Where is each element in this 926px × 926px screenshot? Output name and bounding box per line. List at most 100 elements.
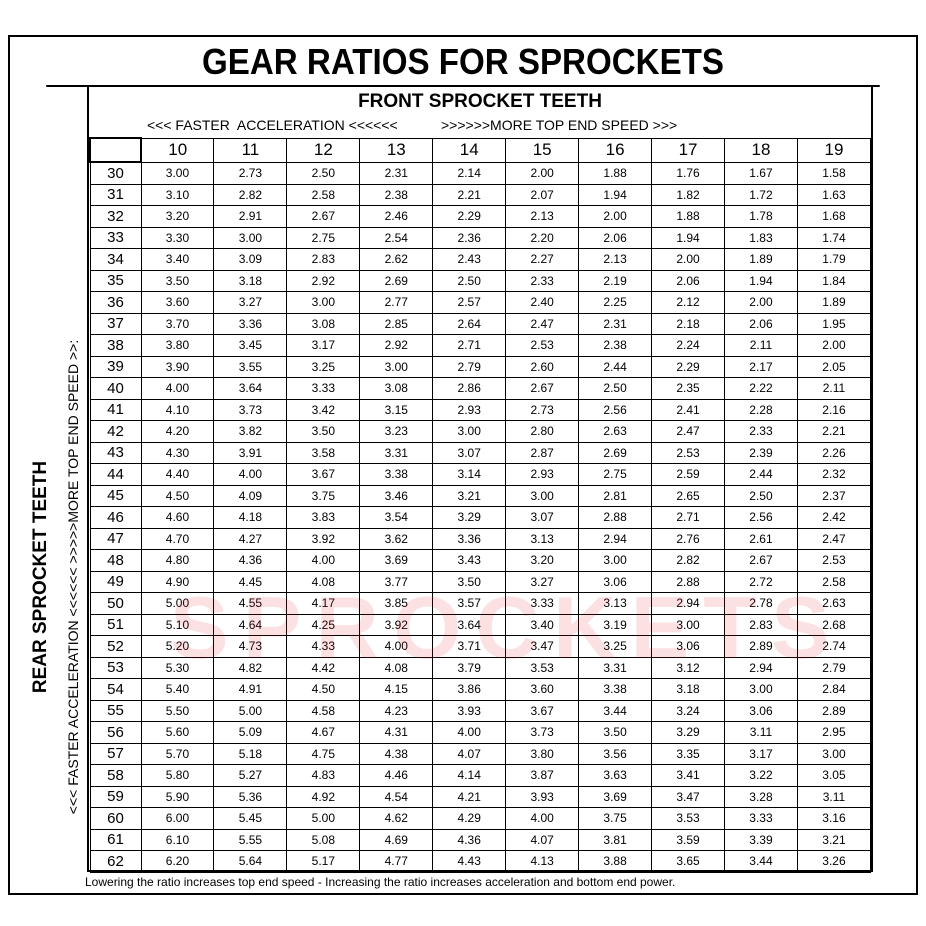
ratio-cell: 2.05 [796,355,872,378]
ratio-cell: 2.85 [359,312,434,335]
ratio-cell: 3.12 [651,656,725,679]
ratio-cell: 6.20 [140,850,215,873]
ratio-cell: 1.83 [724,226,798,249]
ratio-cell: 3.31 [359,441,434,464]
ratio-cell: 2.79 [432,355,507,378]
ratio-cell: 2.16 [796,398,872,421]
ratio-cell: 5.50 [140,699,215,722]
ratio-cell: 3.64 [213,377,288,400]
ratio-cell: 3.44 [724,850,798,873]
table-row: 51 5.10 4.64 4.25 3.92 3.64 3.40 3.19 3.00 2.83 2.… [89,613,872,636]
row-label: 61 [89,828,142,851]
ratio-cell: 3.75 [578,807,653,830]
ratio-cell: 4.33 [286,635,361,658]
ratio-cell: 2.56 [578,398,653,421]
row-label: 31 [89,183,142,206]
ratio-cell: 4.36 [432,828,507,851]
ratio-cell: 2.71 [651,506,725,529]
ratio-cell: 4.92 [286,785,361,808]
ratio-cell: 4.38 [359,742,434,765]
ratio-cell: 4.08 [286,570,361,593]
ratio-cell: 3.00 [505,484,580,507]
ratio-cell: 1.94 [578,183,653,206]
ratio-cell: 4.80 [140,549,215,572]
ratio-cell: 2.44 [578,355,653,378]
ratio-cell: 4.00 [213,463,288,486]
ratio-cell: 3.87 [505,764,580,787]
ratio-cell: 3.33 [286,377,361,400]
ratio-cell: 4.73 [213,635,288,658]
ratio-cell: 2.95 [796,721,872,744]
row-label: 37 [89,312,142,335]
ratio-cell: 2.67 [286,205,361,228]
ratio-cell: 4.45 [213,570,288,593]
ratio-cell: 2.50 [432,269,507,292]
ratio-cell: 3.23 [359,420,434,443]
ratio-cell: 4.29 [432,807,507,830]
ratio-cell: 3.29 [432,506,507,529]
ratio-cell: 2.67 [505,377,580,400]
ratio-cell: 4.55 [213,592,288,615]
row-label: 50 [89,592,142,615]
ratio-cell: 3.20 [140,205,215,228]
ratio-cell: 5.40 [140,678,215,701]
table-row: 56 5.60 5.09 4.67 4.31 4.00 3.73 3.50 3.29 3.11 2.… [89,721,872,744]
ratio-cell: 2.28 [724,398,798,421]
ratio-cell: 3.22 [724,764,798,787]
table-row: 40 4.00 3.64 3.33 3.08 2.86 2.67 2.50 2.35 2.22 2.… [89,377,872,400]
corner-cell [89,137,142,163]
ratio-cell: 1.82 [651,183,725,206]
ratio-cell: 2.58 [796,570,872,593]
ratio-cell: 2.06 [724,312,798,335]
column-header: 18 [724,137,798,163]
ratio-cell: 2.47 [505,312,580,335]
ratio-cell: 2.77 [359,291,434,314]
ratio-cell: 3.07 [432,441,507,464]
ratio-cell: 3.62 [359,527,434,550]
table-row: 46 4.60 4.18 3.83 3.54 3.29 3.07 2.88 2.71 2.56 2.… [89,506,872,529]
ratio-cell: 3.88 [578,850,653,873]
ratio-cell: 2.65 [651,484,725,507]
ratio-cell: 2.88 [578,506,653,529]
ratio-cell: 3.50 [140,269,215,292]
table-row: 61 6.10 5.55 5.08 4.69 4.36 4.07 3.81 3.59 3.39 3.… [89,828,872,851]
ratio-cell: 3.00 [359,355,434,378]
row-label: 60 [89,807,142,830]
ratio-cell: 3.35 [651,742,725,765]
row-label: 41 [89,398,142,421]
ratio-cell: 3.15 [359,398,434,421]
ratio-cell: 1.94 [651,226,725,249]
ratio-cell: 5.00 [286,807,361,830]
ratio-cell: 2.25 [578,291,653,314]
ratio-cell: 3.24 [651,699,725,722]
ratio-cell: 3.43 [432,549,507,572]
ratio-cell: 3.40 [140,248,215,271]
column-header: 11 [213,137,288,163]
ratio-cell: 4.25 [286,613,361,636]
ratio-cell: 1.67 [724,161,798,185]
ratio-cell: 3.92 [286,527,361,550]
ratio-cell: 3.65 [651,850,725,873]
ratio-cell: 2.41 [651,398,725,421]
ratio-cell: 2.47 [796,527,872,550]
ratio-cell: 5.00 [140,592,215,615]
ratio-cell: 4.23 [359,699,434,722]
row-label: 46 [89,506,142,529]
row-label: 39 [89,355,142,378]
ratio-cell: 2.75 [286,226,361,249]
ratio-cell: 4.62 [359,807,434,830]
ratio-cell: 2.31 [578,312,653,335]
row-label: 49 [89,570,142,593]
ratio-cell: 2.57 [432,291,507,314]
ratio-cell: 3.25 [578,635,653,658]
ratio-cell: 5.00 [213,699,288,722]
ratio-cell: 3.47 [651,785,725,808]
ratio-cell: 2.92 [359,334,434,357]
ratio-cell: 3.17 [724,742,798,765]
ratio-cell: 4.91 [213,678,288,701]
ratio-cell: 2.89 [796,699,872,722]
ratio-cell: 3.00 [651,613,725,636]
ratio-cell: 5.80 [140,764,215,787]
ratio-cell: 2.21 [796,420,872,443]
row-label: 42 [89,420,142,443]
